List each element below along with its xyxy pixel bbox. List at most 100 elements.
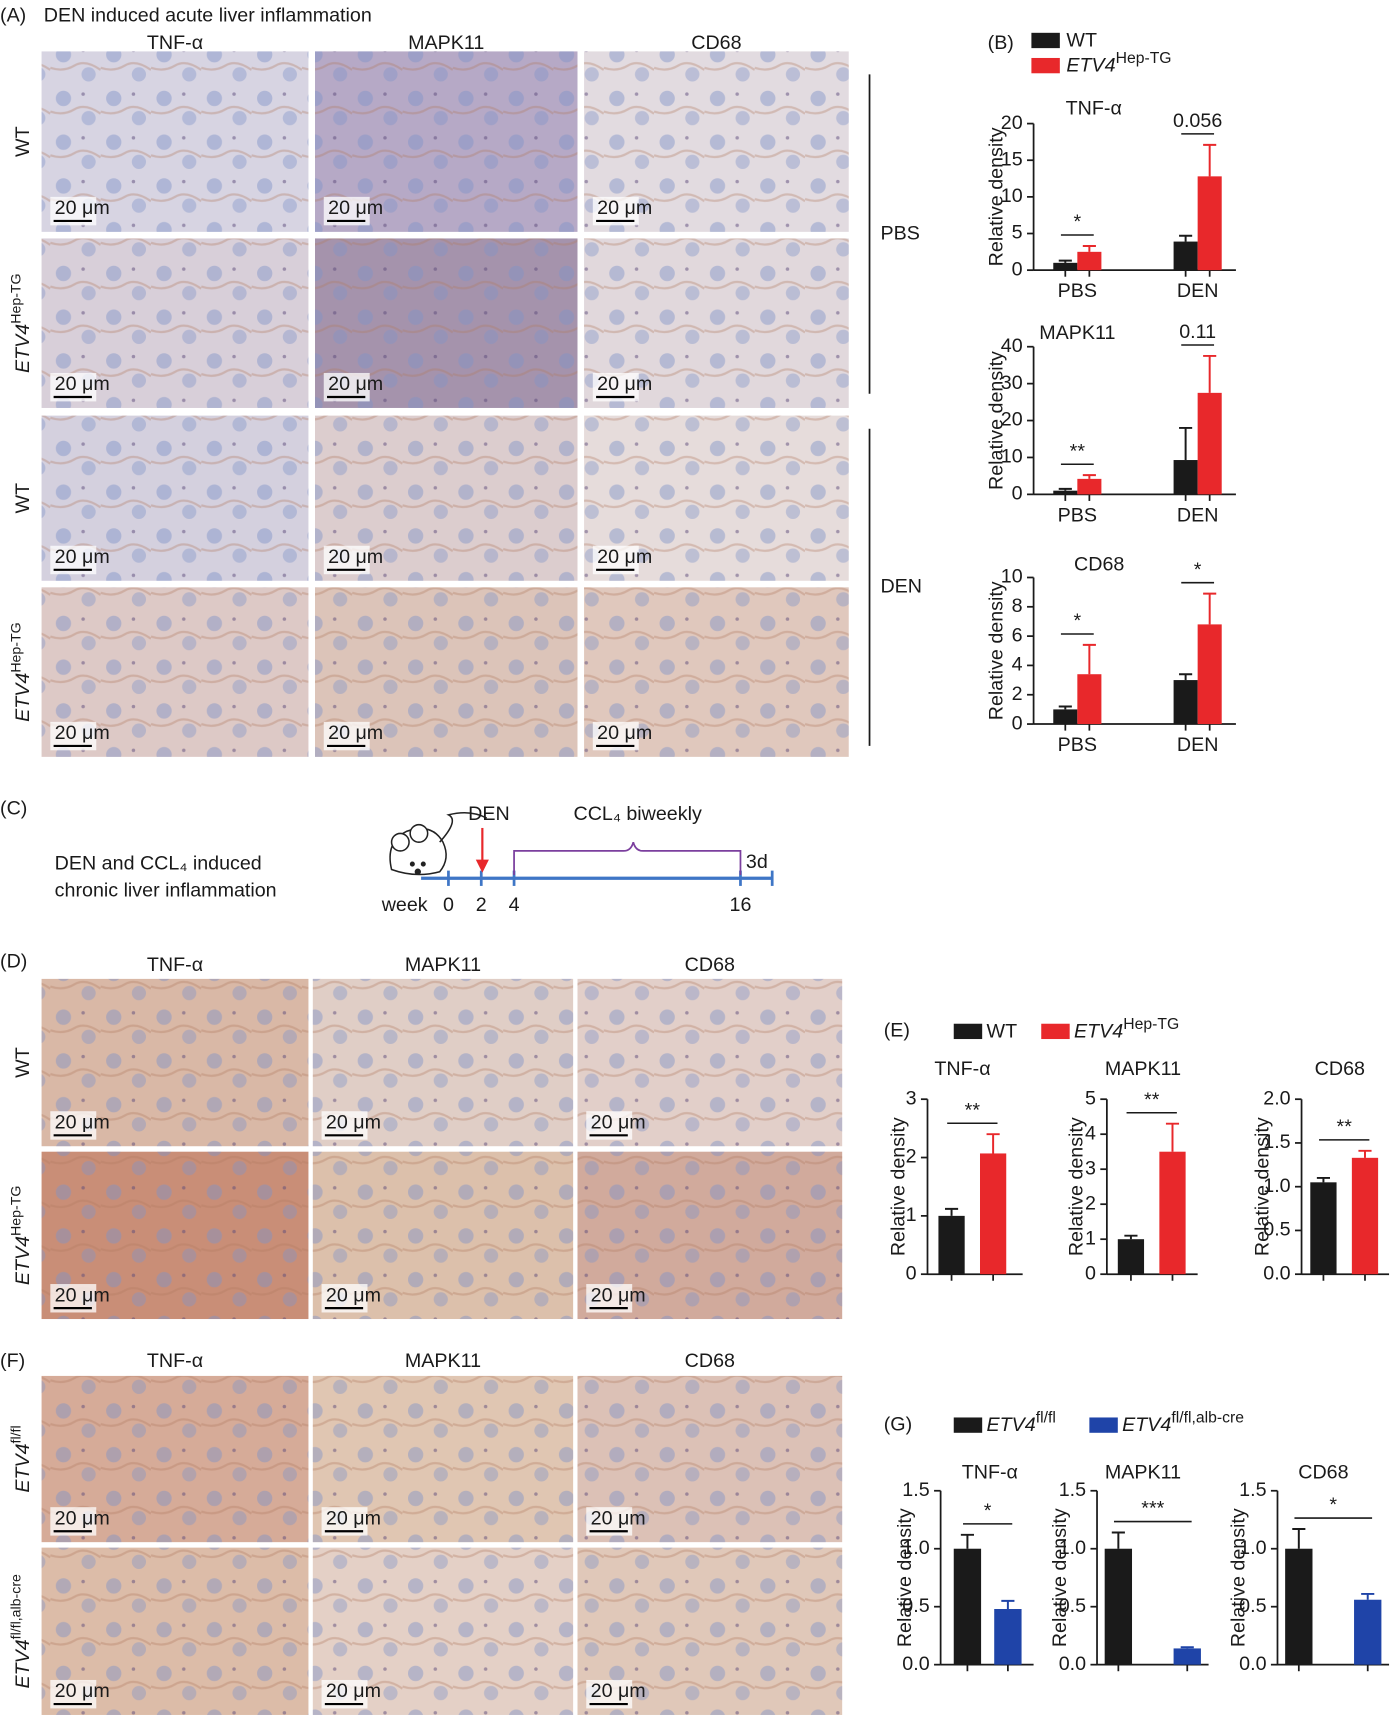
- label-main: ETV4: [1074, 1021, 1123, 1043]
- x-tick-label: PBS: [1058, 734, 1097, 756]
- y-tick-label: 0: [1012, 712, 1023, 734]
- injection-arrowhead: [475, 859, 489, 873]
- error-bar: [1358, 1149, 1372, 1158]
- panel-letter: (D): [0, 951, 27, 973]
- significance-label: **: [1144, 1089, 1160, 1111]
- column-header: MAPK11: [405, 1350, 481, 1372]
- y-tick-label: 2.0: [1263, 1087, 1290, 1109]
- chart-title: MAPK11: [1105, 1461, 1181, 1483]
- label-superscript: fl/fl: [8, 1425, 24, 1443]
- chart-title: MAPK11: [1039, 322, 1115, 344]
- end-label: 3d: [746, 851, 768, 873]
- scale-bar-label: 20 μm: [326, 1111, 381, 1133]
- y-tick-label: 0.5: [1059, 1595, 1086, 1617]
- x-tick-label: DEN: [1177, 734, 1219, 756]
- y-tick-label: 10: [1001, 446, 1023, 468]
- column-header: TNF-α: [147, 1350, 203, 1372]
- significance-label: ***: [1141, 1498, 1164, 1520]
- scale-bar-label: 20 μm: [597, 373, 652, 395]
- label-superscript: fl/fl,alb-cre: [8, 1574, 24, 1639]
- y-axis-label: Relative density: [986, 127, 1008, 266]
- label-superscript: Hep-TG: [1123, 1016, 1179, 1033]
- error-bar: [1082, 244, 1096, 252]
- y-tick-label: 0: [1012, 483, 1023, 505]
- chart-title: TNF-α: [962, 1461, 1018, 1483]
- y-tick-label: 0: [1085, 1262, 1096, 1284]
- y-tick-label: 0.0: [1263, 1262, 1290, 1284]
- y-axis-label: Relative density: [986, 351, 1008, 490]
- y-tick-label: 1.0: [1059, 1537, 1086, 1559]
- y-tick-label: 1: [1085, 1227, 1096, 1249]
- legend-swatch: [1031, 57, 1060, 74]
- treatment-label: CCL₄ biweekly: [574, 803, 702, 825]
- x-tick-label: PBS: [1058, 280, 1097, 302]
- y-axis-label: Relative density: [887, 1117, 909, 1256]
- significance-label: *: [1074, 211, 1082, 233]
- chart-title: CD68: [1315, 1058, 1365, 1080]
- error-bar: [1082, 474, 1096, 479]
- caption-line: DEN and CCL₄ induced: [55, 852, 262, 874]
- error-bar: [960, 1533, 974, 1549]
- y-tick-label: 4: [1012, 654, 1023, 676]
- bar: [1117, 1239, 1145, 1275]
- x-tick-label: DEN: [1177, 280, 1219, 302]
- error-bar: [1361, 1592, 1375, 1600]
- y-tick-label: 0.5: [1239, 1595, 1266, 1617]
- x-tick-label: PBS: [1058, 504, 1097, 526]
- error-bar: [1082, 643, 1096, 675]
- column-header: MAPK11: [405, 954, 481, 976]
- legend-label: ETV4Hep-TG: [1066, 50, 1171, 77]
- bar: [1197, 176, 1222, 271]
- error-bar: [1058, 705, 1072, 710]
- chart-title: CD68: [1298, 1461, 1348, 1483]
- scale-bar-label: 20 μm: [597, 722, 652, 744]
- y-tick-label: 4: [1085, 1122, 1096, 1144]
- y-axis-label: Relative density: [1251, 1117, 1273, 1256]
- scale-bar-label: 20 μm: [328, 722, 383, 744]
- label-main: ETV4: [1066, 55, 1115, 77]
- row-label: ETV4Hep-TG: [8, 273, 34, 373]
- scale-bar-label: 20 μm: [55, 722, 110, 744]
- row-label: WT: [12, 126, 34, 157]
- y-tick-label: 15: [1001, 148, 1023, 170]
- legend-label: ETV4Hep-TG: [1074, 1016, 1179, 1043]
- error-bar: [986, 1133, 1000, 1154]
- y-tick-label: 5: [1012, 222, 1023, 244]
- label-superscript: fl/fl,alb-cre: [1171, 1410, 1244, 1427]
- legend-swatch: [953, 1023, 983, 1040]
- scale-bar-label: 20 μm: [55, 1111, 110, 1133]
- label-main: ETV4: [1122, 1414, 1171, 1436]
- label-main: WT: [12, 126, 34, 157]
- column-header: CD68: [685, 954, 735, 976]
- chart-title: MAPK11: [1105, 1058, 1181, 1080]
- column-header: TNF-α: [147, 954, 203, 976]
- y-tick-label: 1.5: [902, 1479, 929, 1501]
- y-tick-label: 0.5: [1263, 1219, 1290, 1241]
- bar: [1077, 251, 1102, 271]
- label-superscript: Hep-TG: [8, 273, 24, 323]
- y-tick-label: 1.0: [902, 1537, 929, 1559]
- row-label: ETV4fl/fl: [8, 1425, 34, 1492]
- y-axis-label: Relative density: [1049, 1508, 1071, 1647]
- column-header: CD68: [685, 1350, 735, 1372]
- label-main: ETV4: [12, 1639, 34, 1688]
- row-label: WT: [12, 1047, 34, 1078]
- bar: [1354, 1599, 1382, 1665]
- panel-letter: (F): [0, 1350, 25, 1372]
- y-tick-label: 0: [1012, 258, 1023, 280]
- column-header: CD68: [691, 32, 741, 54]
- y-tick-label: 20: [1001, 112, 1023, 134]
- bar: [1053, 262, 1078, 271]
- scale-bar-label: 20 μm: [55, 1680, 110, 1702]
- y-tick-label: 30: [1001, 372, 1023, 394]
- y-tick-label: 0: [906, 1262, 917, 1284]
- scale-bar-label: 20 μm: [55, 1507, 110, 1529]
- y-tick-label: 10: [1001, 185, 1023, 207]
- scale-bar-label: 20 μm: [328, 197, 383, 219]
- significance-label: 0.11: [1179, 321, 1216, 343]
- panel-letter: (G): [884, 1413, 912, 1435]
- y-tick-label: 0.5: [902, 1595, 929, 1617]
- y-tick-label: 1.0: [1239, 1537, 1266, 1559]
- scale-bar-label: 20 μm: [55, 546, 110, 568]
